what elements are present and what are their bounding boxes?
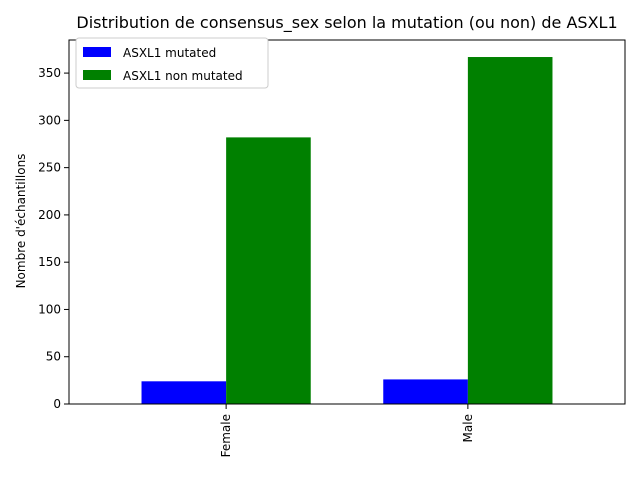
legend-label-non-mutated: ASXL1 non mutated bbox=[123, 69, 243, 83]
legend-label-mutated: ASXL1 mutated bbox=[123, 46, 216, 60]
bar-non-mutated-female bbox=[226, 137, 311, 404]
y-axis: 0 50 100 150 200 250 300 350 bbox=[38, 66, 69, 411]
y-tick-label: 0 bbox=[53, 397, 61, 411]
legend-swatch-mutated bbox=[83, 47, 111, 57]
bars-group bbox=[141, 57, 553, 404]
y-tick-label: 300 bbox=[38, 113, 61, 127]
legend-swatch-non-mutated bbox=[83, 70, 111, 80]
chart-title: Distribution de consensus_sex selon la m… bbox=[76, 13, 617, 33]
bar-non-mutated-male bbox=[467, 57, 553, 404]
bar-mutated-male bbox=[383, 379, 468, 404]
x-tick-label: Male bbox=[461, 414, 475, 442]
y-axis-label: Nombre d'échantillons bbox=[14, 154, 28, 289]
legend: ASXL1 mutated ASXL1 non mutated bbox=[75, 37, 269, 89]
x-tick-label: Female bbox=[219, 414, 233, 457]
legend-box bbox=[75, 37, 269, 89]
y-tick-label: 350 bbox=[38, 66, 61, 80]
y-tick-label: 150 bbox=[38, 255, 61, 269]
y-tick-label: 50 bbox=[46, 350, 61, 364]
y-tick-label: 250 bbox=[38, 161, 61, 175]
bar-mutated-female bbox=[141, 381, 227, 404]
x-axis: Female Male bbox=[219, 404, 475, 457]
y-tick-label: 200 bbox=[38, 208, 61, 222]
y-tick-label: 100 bbox=[38, 302, 61, 316]
plot-frame bbox=[68, 39, 626, 405]
